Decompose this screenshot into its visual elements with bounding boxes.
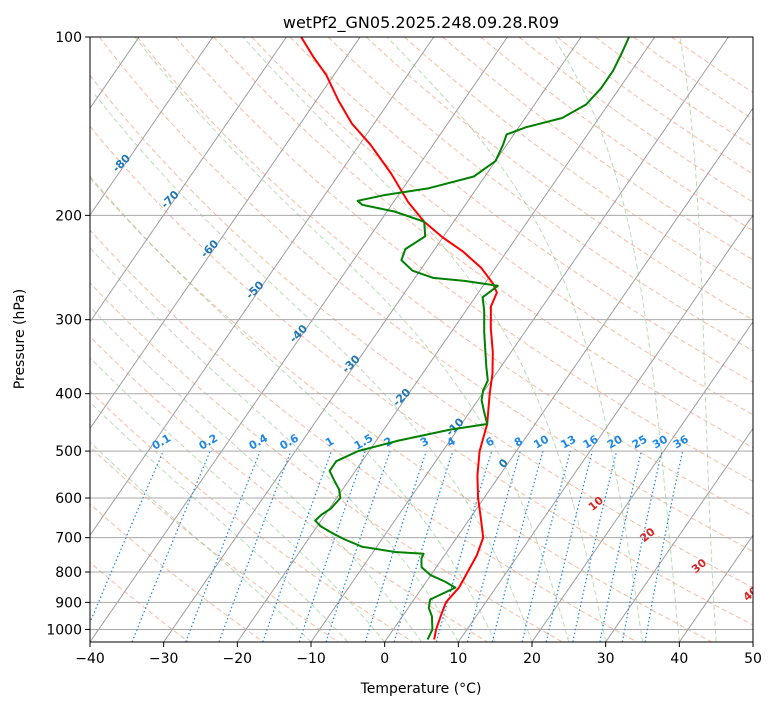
isotherm-line: [90, 37, 361, 430]
moist-adiabat-line: [134, 37, 570, 642]
dry-adiabat-line: [90, 229, 638, 642]
moist-adiabat-line: [386, 37, 643, 642]
dry-adiabat-line: [251, 37, 753, 416]
mixing-ratio-line: [393, 450, 454, 642]
mixing-ratio-line: [435, 450, 493, 642]
y-tick-label: 500: [55, 444, 82, 460]
x-tick-label: 30: [597, 651, 615, 667]
temperature-profile-line: [300, 37, 498, 640]
mixing-ratio-line: [491, 450, 544, 642]
y-tick-label: 900: [55, 595, 82, 611]
isotherm-line: [90, 37, 508, 642]
y-tick-label: 700: [55, 531, 82, 547]
isotherm-line: [531, 320, 753, 642]
x-tick-label: 20: [523, 651, 541, 667]
axes: −40 −30 −20 −10 0 10 20 30 40 50 100 200 300 400 500 60…: [46, 30, 762, 667]
plot-area: 0.10.20.40.611.52346810131620253036-100-…: [90, 37, 753, 642]
x-tick-label: −10: [296, 651, 326, 667]
y-tick-label: 800: [55, 565, 82, 581]
mixing-ratio-line: [262, 450, 333, 642]
dewpoint-profile-line: [314, 37, 630, 640]
dry-adiabat-line: [556, 37, 753, 175]
isotherm-line: [605, 427, 753, 642]
profile-series: [300, 37, 630, 640]
mixing-ratio-line: [521, 450, 571, 642]
y-tick-label: 1000: [46, 622, 82, 638]
x-tick-label: 0: [380, 651, 389, 667]
moist-adiabat-line: [90, 441, 312, 642]
isotherm-line: [678, 534, 753, 642]
isotherm-line: [90, 37, 214, 216]
y-tick-label: 100: [55, 30, 82, 46]
plot-frame: [89, 36, 754, 643]
x-tick-label: −30: [149, 651, 179, 667]
y-tick-label: 400: [55, 387, 82, 403]
moist-adiabat-line: [90, 306, 422, 642]
y-tick-label: 600: [55, 491, 82, 507]
dry-adiabat-line: [327, 37, 753, 352]
dry-adiabat-line: [90, 74, 753, 589]
moist-adiabat-line: [90, 401, 349, 642]
mixing-ratio-line: [90, 450, 164, 624]
mixing-ratio-line: [325, 450, 391, 642]
dry-adiabat-line: [98, 37, 753, 553]
mixing-ratio-lines: [90, 450, 684, 642]
isotherm-line: [236, 37, 656, 642]
x-tick-label: −20: [223, 651, 253, 667]
dry-adiabat-line: [366, 37, 753, 321]
moist-adiabat-line: [90, 356, 386, 642]
isotherm-line: [457, 214, 753, 642]
isotherm-line: [163, 37, 582, 642]
dry-adiabat-line: [442, 37, 753, 261]
y-tick-label: 300: [55, 313, 82, 329]
chart-title: wetPf2_GN05.2025.248.09.28.R09: [283, 13, 559, 33]
dry-adiabat-line: [90, 125, 753, 626]
mixing-ratio-line: [218, 450, 292, 642]
isotherm-line: [90, 37, 287, 323]
moist-adiabat-line: [552, 37, 680, 642]
y-axis-title: Pressure (hPa): [12, 289, 28, 389]
mixing-ratio-line: [298, 450, 366, 642]
x-tick-label: 50: [744, 651, 762, 667]
dry-adiabat-line: [90, 282, 563, 642]
x-tick-label: 40: [670, 651, 688, 667]
x-axis-title: Temperature (°C): [360, 681, 482, 697]
x-tick-label: 10: [449, 651, 467, 667]
dry-adiabat-line: [90, 335, 488, 642]
isotherm-line: [310, 37, 729, 642]
mixing-ratio-line: [185, 450, 261, 642]
isotherm-line: [384, 107, 753, 642]
moist-adiabat-line: [90, 246, 459, 642]
mixing-ratio-line: [572, 450, 618, 642]
mixing-ratio-line: [545, 450, 593, 642]
dry-adiabat-line: [137, 37, 753, 517]
dry-adiabat-line: [90, 390, 414, 642]
dry-adiabat-line: [289, 37, 753, 384]
dry-adiabat-line: [90, 503, 264, 642]
x-tick-label: −40: [75, 651, 105, 667]
y-tick-label: 200: [55, 208, 82, 224]
dry-adiabat-line: [594, 37, 753, 147]
mixing-ratio-line: [466, 450, 521, 642]
isobars: [90, 37, 753, 630]
mixing-ratio-line: [131, 450, 211, 642]
isotherms: [90, 37, 753, 642]
mixing-ratio-line: [364, 450, 427, 642]
moist-adiabat-line: [94, 94, 533, 642]
moist-adiabat-line: [679, 37, 717, 642]
dry-adiabat-line: [518, 37, 753, 203]
